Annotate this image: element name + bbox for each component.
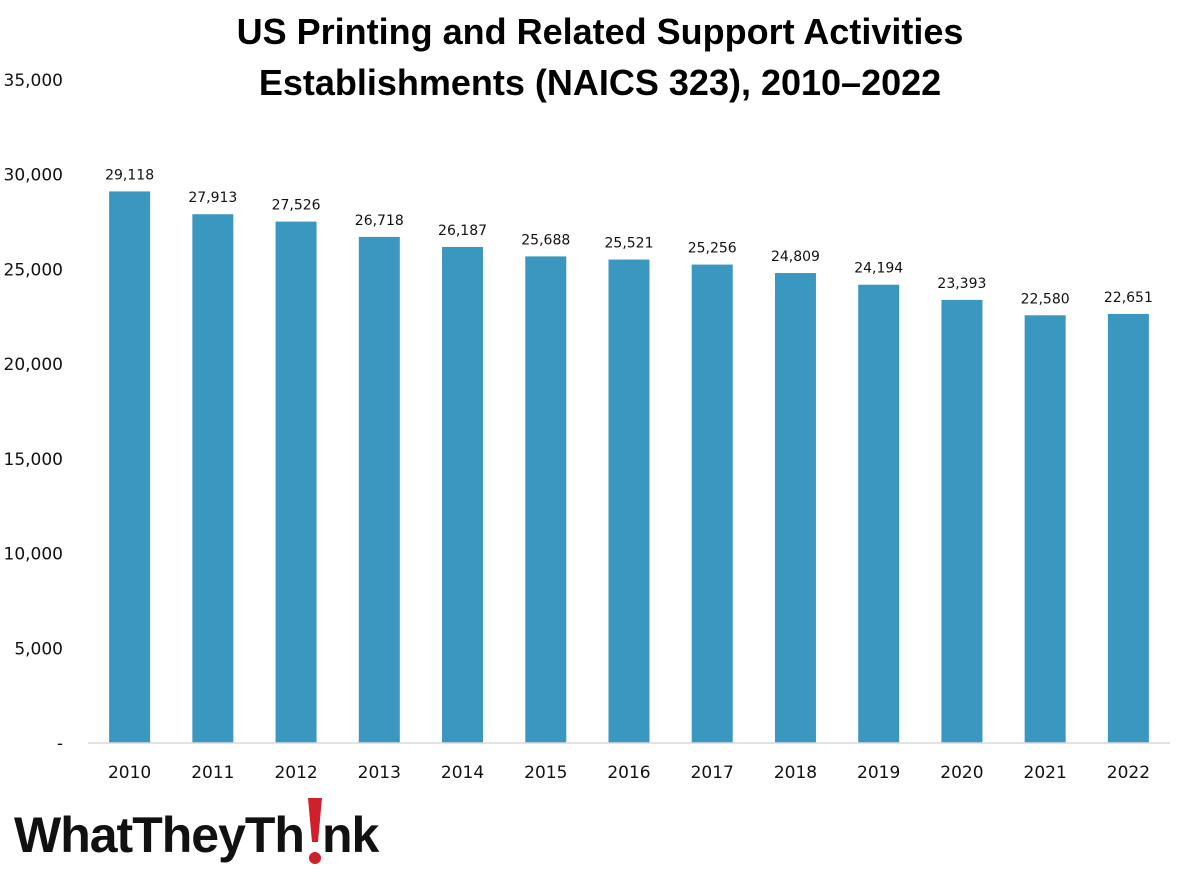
x-tick-label: 2022 — [1107, 763, 1150, 783]
whattheythink-logo: WhatTheyTh nk — [14, 798, 381, 864]
chart-title-line-2: Establishments (NAICS 323), 2010–2022 — [259, 62, 941, 103]
x-tick-label: 2015 — [524, 763, 567, 783]
data-label: 25,521 — [605, 236, 654, 252]
bar — [691, 264, 733, 743]
logo-text-part1: WhatTheyTh — [14, 807, 304, 863]
x-tick-label: 2013 — [358, 763, 401, 783]
bar — [774, 273, 816, 743]
x-tick-label: 2017 — [691, 763, 734, 783]
y-tick-label: 5,000 — [14, 639, 63, 659]
x-axis: 2010 2011 2012 2013 2014 2015 2016 2017 2018 2019… — [88, 742, 1170, 783]
bar — [1107, 313, 1149, 743]
y-tick-label: 25,000 — [4, 260, 63, 280]
x-tick-label: 2018 — [774, 763, 817, 783]
data-label: 25,256 — [688, 241, 737, 257]
bar — [608, 259, 650, 743]
data-label: 29,118 — [105, 167, 154, 183]
data-labels: 29,118 27,913 27,526 26,718 26,187 25,688 25,5… — [105, 167, 1153, 307]
x-tick-label: 2019 — [857, 763, 900, 783]
bar — [275, 221, 317, 743]
chart-title-line-1: US Printing and Related Support Activiti… — [237, 11, 964, 52]
y-tick-label: 30,000 — [4, 166, 63, 186]
data-label: 24,809 — [771, 249, 820, 265]
y-axis: - 5,000 10,000 15,000 20,000 25,000 30,000 35,0… — [4, 71, 63, 754]
bar — [525, 256, 567, 743]
data-label: 26,718 — [355, 213, 404, 229]
x-tick-label: 2014 — [441, 763, 484, 783]
x-tick-label: 2021 — [1024, 763, 1067, 783]
data-label: 24,194 — [854, 261, 903, 277]
data-label: 22,580 — [1021, 291, 1070, 307]
data-label: 22,651 — [1104, 290, 1153, 306]
x-tick-label: 2011 — [191, 763, 234, 783]
x-tick-label: 2010 — [108, 763, 151, 783]
y-tick-label: - — [57, 734, 63, 754]
data-label: 26,187 — [438, 223, 487, 239]
bar — [109, 191, 151, 744]
x-tick-label: 2020 — [940, 763, 983, 783]
y-tick-label: 20,000 — [4, 355, 63, 375]
data-label: 27,913 — [188, 190, 237, 206]
y-tick-label: 35,000 — [4, 71, 63, 91]
bar — [941, 299, 983, 743]
data-label: 27,526 — [272, 198, 321, 214]
bar — [358, 236, 400, 743]
bar — [442, 246, 484, 743]
bar — [858, 284, 900, 743]
logo-text-part2: nk — [322, 807, 380, 863]
exclamation-icon — [307, 798, 322, 864]
y-tick-label: 15,000 — [4, 450, 63, 470]
x-tick-label: 2012 — [274, 763, 317, 783]
bars — [109, 191, 1149, 744]
data-label: 23,393 — [937, 276, 986, 292]
bar — [1024, 315, 1066, 743]
data-label: 25,688 — [521, 232, 570, 248]
y-tick-label: 10,000 — [4, 545, 63, 565]
bar — [192, 214, 234, 743]
x-tick-label: 2016 — [607, 763, 650, 783]
